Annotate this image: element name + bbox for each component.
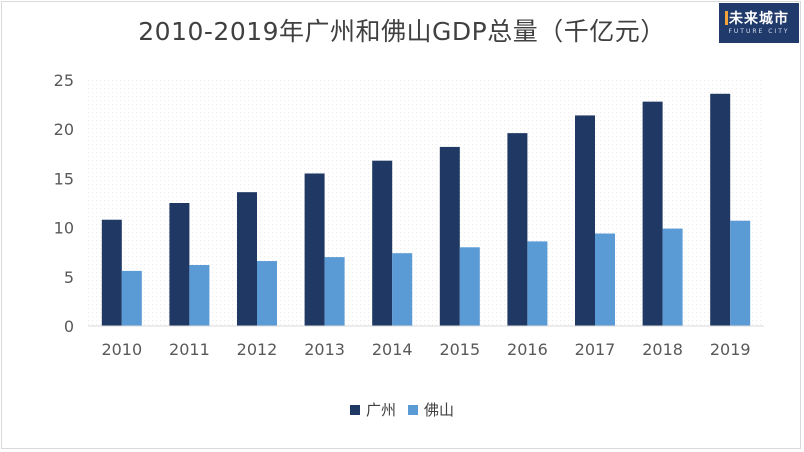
y-tick-label: 5 [64, 268, 74, 287]
x-tick-label: 2018 [642, 340, 683, 359]
future-city-logo: 未来城市 FUTURE CITY [719, 3, 799, 43]
bar-foshan-2014 [392, 253, 413, 326]
bars-group [101, 93, 751, 326]
bar-guangzhou-2017 [575, 115, 595, 326]
x-tick-label: 2011 [169, 340, 210, 359]
bar-foshan-2012 [257, 261, 277, 326]
legend-label-guangzhou: 广州 [365, 401, 396, 419]
logo-subtext: FUTURE CITY [728, 28, 790, 35]
x-tick-label: 2016 [507, 340, 548, 359]
bar-foshan-2013 [324, 257, 345, 326]
x-tick-label: 2019 [710, 340, 751, 359]
bar-foshan-2018 [662, 228, 683, 326]
bar-guangzhou-2014 [372, 160, 393, 326]
bar-guangzhou-2013 [304, 173, 325, 326]
x-tick-label: 2015 [439, 340, 480, 359]
bar-foshan-2015 [459, 247, 480, 326]
y-axis-ticks: 0 5 10 15 20 25 [54, 71, 74, 336]
legend-swatch-guangzhou [349, 404, 360, 415]
bar-foshan-2017 [595, 233, 615, 326]
chart-title: 2010-2019年广州和佛山GDP总量（千亿元） [138, 17, 666, 46]
legend-item-guangzhou: 广州 [349, 399, 396, 420]
legend-label-foshan: 佛山 [424, 401, 455, 419]
legend-swatch-foshan [408, 404, 418, 415]
bar-foshan-2011 [189, 264, 210, 326]
bar-foshan-2016 [527, 241, 548, 326]
legend: 广州 佛山 [0, 399, 804, 420]
x-tick-label: 2013 [304, 340, 345, 359]
bar-guangzhou-2010 [101, 219, 122, 326]
bar-foshan-2019 [730, 220, 751, 326]
bar-foshan-2010 [121, 270, 142, 326]
x-tick-label: 2017 [575, 340, 616, 359]
bar-guangzhou-2016 [507, 133, 528, 326]
x-tick-label: 2014 [372, 340, 413, 359]
bar-guangzhou-2012 [237, 192, 257, 326]
x-tick-label: 2012 [237, 340, 278, 359]
bar-guangzhou-2018 [642, 101, 663, 326]
logo-accent-mark [725, 11, 728, 25]
bar-guangzhou-2019 [710, 93, 731, 326]
x-tick-label: 2010 [101, 340, 142, 359]
y-tick-label: 25 [54, 71, 74, 90]
x-axis-ticks: 2010 2011 2012 2013 2014 2015 2016 2017 2018 2019 [101, 340, 750, 359]
bar-guangzhou-2015 [439, 146, 460, 326]
y-tick-label: 20 [54, 120, 74, 139]
logo-text: 未来城市 [729, 11, 789, 27]
bar-guangzhou-2011 [169, 203, 190, 326]
y-tick-label: 0 [64, 317, 74, 336]
legend-item-foshan: 佛山 [408, 399, 454, 420]
y-tick-label: 10 [54, 219, 74, 238]
y-tick-label: 15 [54, 169, 74, 188]
